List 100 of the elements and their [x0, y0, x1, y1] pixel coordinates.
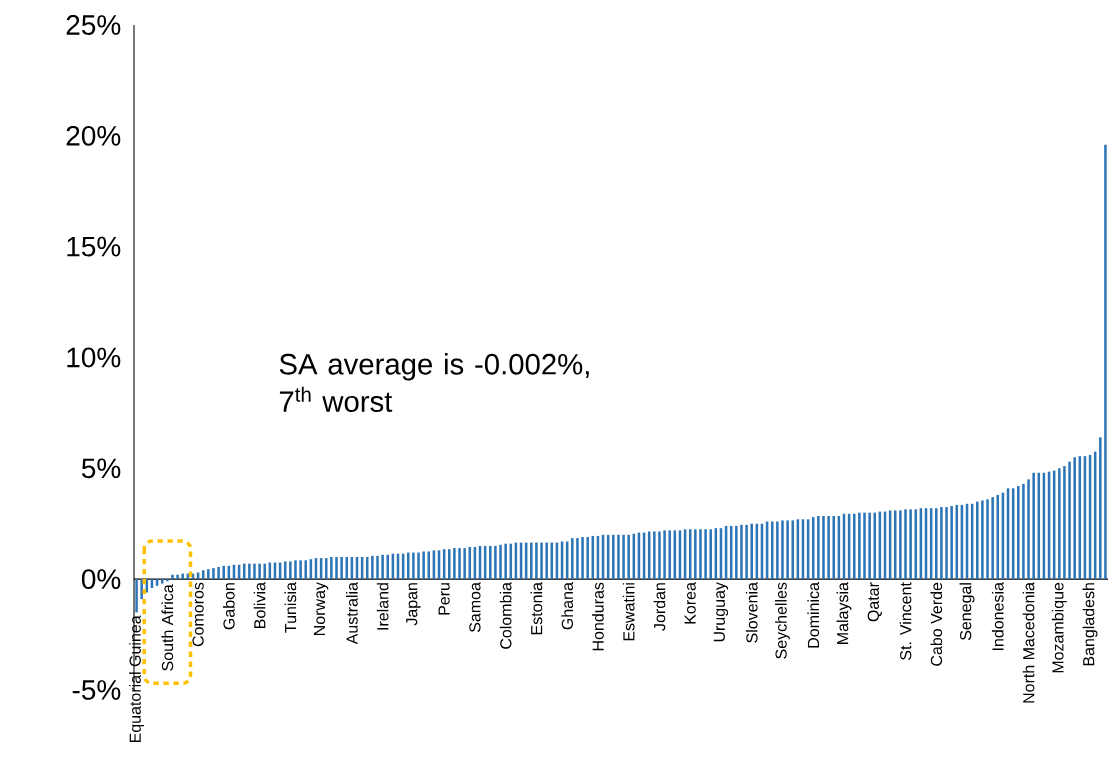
x-tick-label: Eswatini — [622, 583, 635, 641]
bar — [499, 544, 502, 580]
bar — [663, 530, 666, 580]
bar — [950, 506, 953, 580]
bar — [786, 520, 789, 580]
bar — [699, 529, 702, 580]
x-tick-label: Uruguay — [713, 582, 729, 642]
bar — [893, 510, 897, 580]
bar — [858, 512, 861, 580]
bar — [540, 542, 543, 580]
bar — [545, 542, 548, 580]
bar — [530, 542, 533, 580]
bar — [827, 515, 830, 580]
y-tick-label: 5% — [81, 458, 121, 479]
bar — [1027, 479, 1030, 580]
bar — [1058, 468, 1061, 580]
bar — [1022, 483, 1025, 580]
bar — [381, 554, 384, 580]
x-tick-label: Indonesia — [991, 582, 1004, 650]
bar — [914, 509, 918, 580]
x-tick-label: Honduras — [592, 582, 604, 651]
x-tick-label: Bolivia — [253, 582, 266, 628]
bar — [868, 512, 871, 580]
x-tick-label: Bangladesh — [1082, 583, 1098, 666]
bar — [622, 534, 625, 580]
bar — [494, 545, 497, 580]
bar — [581, 537, 584, 580]
bar — [852, 513, 856, 580]
y-tick-label: 25% — [66, 15, 121, 35]
bar — [658, 531, 661, 580]
bar — [330, 556, 333, 580]
bar — [571, 538, 574, 580]
y-tick-label: -5% — [72, 680, 121, 700]
bar — [945, 507, 948, 580]
y-tick-label: 10% — [67, 347, 121, 368]
bar — [212, 568, 215, 580]
x-tick-label: Cabo Verde — [930, 582, 943, 666]
bar — [694, 529, 697, 580]
bar — [704, 529, 707, 580]
bar — [160, 579, 164, 584]
x-tick-label: Jordan — [653, 583, 666, 631]
x-tick-label: Qatar — [867, 582, 882, 622]
bar — [776, 521, 779, 580]
bar — [253, 563, 256, 580]
bar — [976, 501, 979, 580]
bar — [463, 548, 466, 580]
bar — [176, 574, 179, 580]
x-tick-label: Japan — [406, 583, 421, 626]
bar — [576, 538, 579, 580]
bar — [986, 499, 989, 580]
bar — [811, 517, 815, 580]
bar — [294, 560, 297, 580]
bar — [781, 520, 784, 580]
bar — [709, 529, 712, 580]
bar — [535, 542, 538, 580]
bar — [386, 554, 390, 580]
bar — [909, 509, 912, 580]
bar — [248, 563, 251, 580]
bar — [822, 515, 825, 580]
x-tick-label: Ireland — [376, 583, 389, 630]
bar — [1068, 461, 1071, 580]
bar — [289, 561, 292, 580]
x-tick-label: Peru — [438, 583, 450, 615]
bar — [940, 507, 943, 580]
bar — [904, 509, 907, 580]
bar — [612, 534, 615, 580]
x-tick-label: Malaysia — [836, 582, 852, 644]
bar — [1017, 486, 1020, 580]
bar — [453, 548, 456, 580]
bar — [135, 579, 138, 613]
bar — [1063, 466, 1066, 580]
x-tick-label: Equatorial Guinea — [129, 615, 145, 743]
bar — [417, 552, 420, 580]
bar — [935, 508, 938, 580]
bar — [335, 556, 338, 580]
bar — [412, 552, 415, 580]
bar — [448, 549, 451, 580]
bar — [171, 574, 174, 580]
bar — [899, 510, 902, 580]
bar — [504, 543, 507, 580]
bar — [832, 515, 836, 580]
bar — [627, 534, 630, 580]
bar — [817, 515, 820, 580]
bar — [735, 525, 738, 580]
bar — [617, 534, 620, 580]
bar — [1032, 472, 1035, 580]
x-tick-label: Norway — [313, 582, 329, 635]
bar — [207, 569, 210, 580]
y-tick-label: 20% — [66, 125, 121, 146]
x-tick-label: Mozambique — [1051, 582, 1067, 673]
x-tick-label: Slovenia — [745, 582, 758, 643]
bar — [324, 558, 328, 580]
bar — [376, 555, 379, 580]
bar — [489, 545, 492, 580]
bar — [258, 563, 261, 580]
bar — [166, 579, 169, 582]
bar — [365, 556, 369, 580]
x-tick-label: North Macedonia — [1022, 582, 1035, 703]
bar — [181, 573, 184, 580]
y-tick-label: 15% — [67, 236, 121, 257]
